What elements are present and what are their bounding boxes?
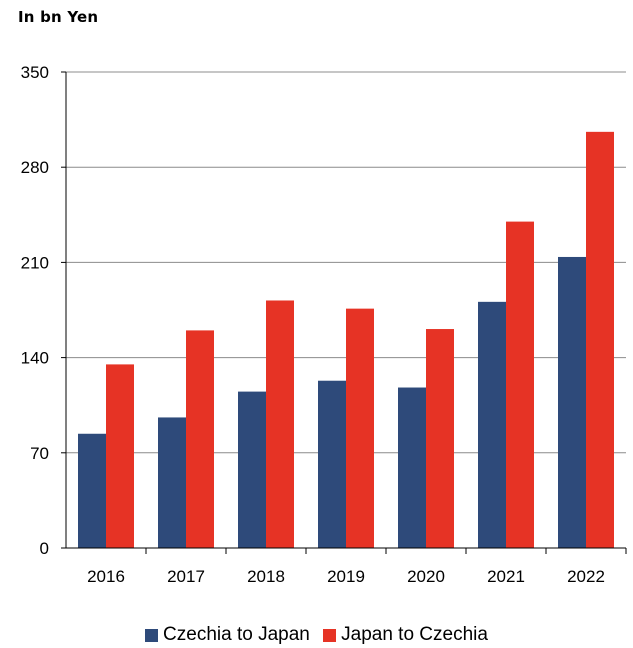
bar-czechia-to-japan-2018 — [238, 391, 266, 548]
x-tick-label-2019: 2019 — [327, 567, 365, 586]
y-tick-label-350: 350 — [21, 63, 49, 82]
x-tick-label-2022: 2022 — [567, 567, 605, 586]
bar-czechia-to-japan-2022 — [558, 256, 586, 548]
bar-czechia-to-japan-2019 — [318, 380, 346, 548]
legend-item-czechia-to-japan: Czechia to Japan — [145, 624, 310, 646]
bar-czechia-to-japan-2016 — [78, 433, 106, 548]
bar-japan-to-czechia-2020 — [426, 329, 454, 548]
bar-japan-to-czechia-2019 — [346, 308, 374, 548]
x-tick-label-2016: 2016 — [87, 567, 125, 586]
bar-czechia-to-japan-2020 — [398, 387, 426, 548]
bar-japan-to-czechia-2016 — [106, 364, 134, 548]
bar-czechia-to-japan-2017 — [158, 417, 186, 548]
bar-japan-to-czechia-2022 — [586, 131, 614, 548]
unit-label: In bn Yen — [18, 8, 99, 26]
bar-japan-to-czechia-2018 — [266, 300, 294, 548]
y-tick-label-140: 140 — [21, 349, 49, 368]
bar-japan-to-czechia-2017 — [186, 330, 214, 548]
y-tick-label-210: 210 — [21, 253, 49, 272]
x-tick-label-2020: 2020 — [407, 567, 445, 586]
bar-chart: 0 70 140 210 280 350 2016 2017 2018 2019 2020 2021 2… — [21, 63, 627, 586]
y-tick-label-280: 280 — [21, 158, 49, 177]
legend-swatch-czechia-to-japan — [145, 628, 159, 642]
legend-item-japan-to-czechia: Japan to Czechia — [323, 624, 488, 646]
legend-swatch-japan-to-czechia — [323, 628, 337, 642]
legend: Czechia to Japan Japan to Czechia — [0, 624, 633, 648]
legend-label-czechia-to-japan: Czechia to Japan — [163, 624, 310, 645]
x-tick-label-2017: 2017 — [167, 567, 205, 586]
x-tick-label-2018: 2018 — [247, 567, 285, 586]
y-tick-label-0: 0 — [40, 539, 49, 558]
x-tick-label-2021: 2021 — [487, 567, 525, 586]
y-tick-label-70: 70 — [30, 444, 49, 463]
bar-czechia-to-japan-2021 — [478, 301, 506, 548]
bar-japan-to-czechia-2021 — [506, 221, 534, 548]
legend-label-japan-to-czechia: Japan to Czechia — [341, 624, 488, 645]
